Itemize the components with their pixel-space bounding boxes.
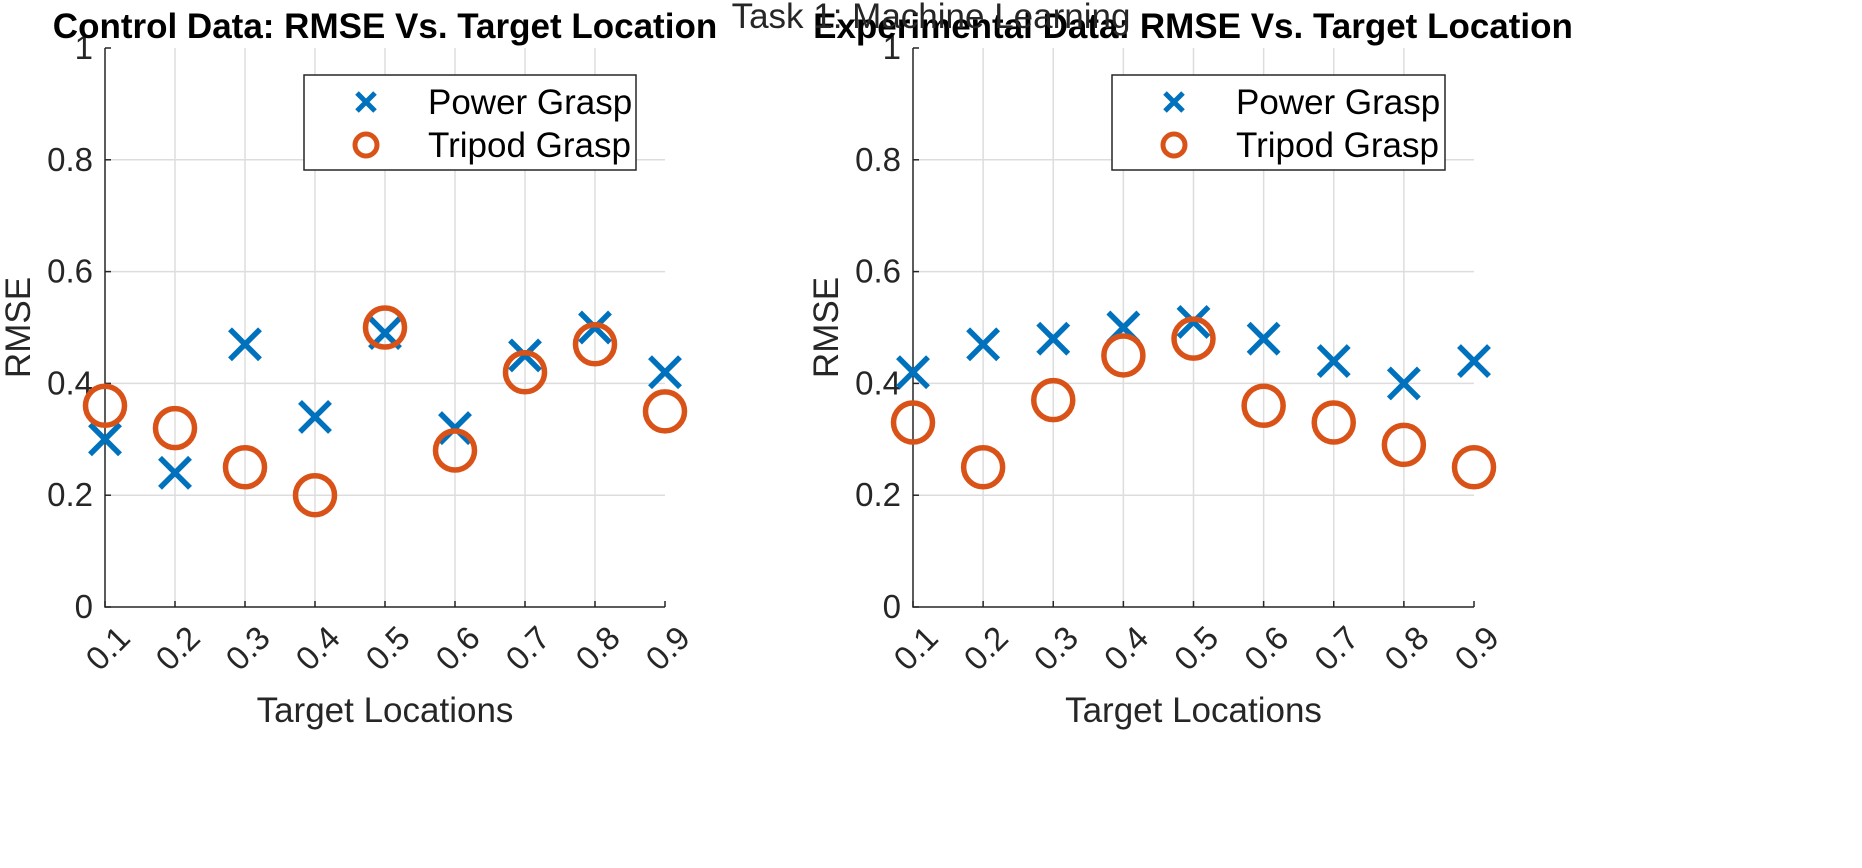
power-grasp-marker [438,411,472,446]
chart-title: Experimental Data: RMSE Vs. Target Locat… [813,7,1573,46]
tripod-grasp-point [1101,333,1146,378]
tripod-grasp-point [1241,383,1286,429]
power-grasp-point [1457,344,1491,378]
power-grasp-marker [648,355,682,390]
x-tick-label: 0.4 [1097,619,1156,678]
x-tick-label: 0.7 [498,619,557,678]
tripod-grasp-point [502,349,548,395]
tripod-grasp-point [292,472,338,518]
power-grasp-marker [1457,344,1491,378]
power-grasp-marker [228,327,262,362]
y-tick-label: 0.4 [47,364,93,401]
y-axis-label: RMSE [0,277,38,378]
legend-label: Power Grasp [1236,83,1440,122]
power-grasp-marker [158,455,192,490]
x-tick-label: 0.5 [358,619,417,678]
legend: Power Grasp Tripod Grasp [303,74,637,171]
x-tick-label: 0.4 [288,619,347,678]
x-axis-label: Target Locations [1065,691,1322,730]
x-tick-label: 0.3 [1027,619,1086,678]
y-axis-label: RMSE [807,277,846,378]
y-tick-label: 0.2 [47,476,93,513]
y-tick-label: 0.8 [855,141,901,178]
x-tick-label: 0.6 [428,619,487,678]
chart-panel-2: 00.20.40.60.810.1 0.2 0.3 0.4 0.5 0.6 0.7 0.8 0.… [807,7,1573,730]
legend-power-grasp-marker [355,91,377,113]
tripod-grasp-point [82,383,128,429]
power-grasp-marker [88,422,122,457]
x-tick-label: 0.9 [638,619,697,678]
legend-label: Tripod Grasp [1236,126,1439,165]
power-grasp-marker [1386,366,1421,401]
x-tick-label: 0.8 [568,619,627,678]
power-grasp-point [1246,321,1281,356]
tripod-grasp-point [1381,422,1427,468]
power-grasp-marker [1316,344,1351,378]
power-grasp-point [438,411,472,446]
figure-suptitle: Task 1: Machine Learning [732,0,1131,36]
power-grasp-marker [1036,321,1071,356]
y-tick-label: 0.6 [855,253,901,290]
power-grasp-point [896,355,930,390]
tripod-grasp-point [642,389,688,434]
tripod-grasp-point [1451,445,1497,490]
x-tick-label: 0.9 [1447,619,1506,678]
power-grasp-point [298,399,332,434]
x-tick-label: 0.8 [1377,619,1436,678]
legend-label: Power Grasp [428,83,632,122]
y-tick-label: 0.2 [855,476,901,513]
tripod-grasp-point [960,445,1006,490]
y-tick-label: 0.4 [855,364,901,401]
x-tick-label: 0.2 [956,619,1015,678]
y-tick-label: 1 [883,29,901,66]
power-grasp-marker [896,355,930,390]
x-tick-label: 0.1 [78,619,137,678]
tripod-grasp-point [572,322,618,367]
power-grasp-point [88,422,122,457]
y-tick-label: 1 [75,29,93,66]
tripod-grasp-point [362,305,408,350]
power-grasp-marker [298,399,332,434]
tripod-grasp-point [1031,377,1076,423]
legend-power-grasp-marker [1163,91,1185,113]
y-tick-label: 0.6 [47,253,93,290]
x-tick-label: 0.2 [148,619,207,678]
tripod-grasp-point [432,428,478,473]
x-tick-label: 0.1 [886,619,945,678]
legend-label: Tripod Grasp [428,126,631,165]
x-tick-label: 0.5 [1167,619,1226,678]
power-grasp-point [1316,344,1351,378]
y-tick-label: 0 [75,588,93,625]
power-grasp-marker [1246,321,1281,356]
tripod-grasp-point [152,405,198,451]
power-grasp-marker [966,327,1001,362]
y-tick-label: 0 [883,588,901,625]
power-grasp-point [158,455,192,490]
legend-tripod-grasp-marker [352,131,380,159]
power-grasp-point [966,327,1001,362]
legend-tripod-grasp-marker [1160,131,1188,159]
power-grasp-point [1386,366,1421,401]
x-tick-label: 0.3 [218,619,277,678]
power-grasp-point [648,355,682,390]
x-tick-label: 0.6 [1237,619,1296,678]
power-grasp-point [1036,321,1071,356]
legend: Power Grasp Tripod Grasp [1111,74,1446,171]
tripod-grasp-point [890,400,936,445]
y-tick-label: 0.8 [47,141,93,178]
chart-panel-1: 00.20.40.60.810.1 0.2 0.3 0.4 0.5 0.6 0.7 0.8 0.… [0,7,717,730]
x-tick-label: 0.7 [1307,619,1366,678]
tripod-grasp-point [1311,400,1356,445]
tripod-grasp-point [222,445,268,490]
chart-title: Control Data: RMSE Vs. Target Location [53,7,717,46]
power-grasp-point [228,327,262,362]
tripod-grasp-point [1171,316,1216,361]
x-axis-label: Target Locations [257,691,514,730]
